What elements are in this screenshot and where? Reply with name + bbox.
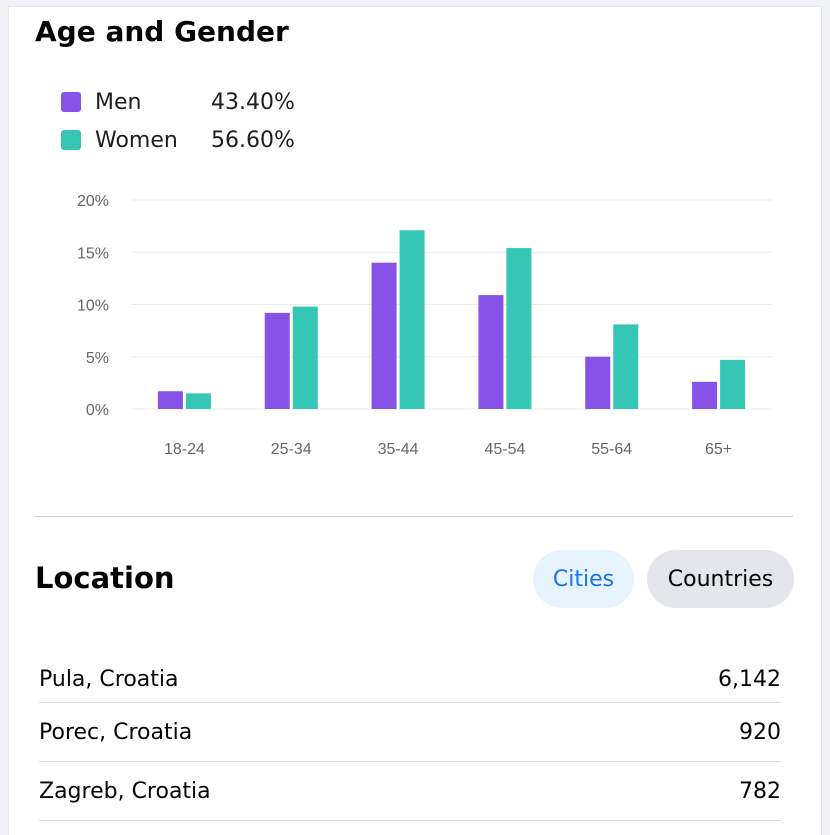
location-row: Zagreb, Croatia 782 xyxy=(39,762,781,821)
bar-men-55-64 xyxy=(585,356,611,409)
audience-card: Age and Gender Men 43.40% Women 56.60% 2… xyxy=(8,6,822,835)
legend-item-men: Men 43.40% xyxy=(61,83,295,121)
x-tick-label: 65+ xyxy=(705,441,732,458)
countries-tab-button[interactable]: Countries xyxy=(647,550,794,608)
location-count: 920 xyxy=(739,719,781,745)
y-tick-label: 15% xyxy=(77,245,109,262)
y-tick-label: 10% xyxy=(77,298,109,315)
bar-women-65+ xyxy=(720,359,746,409)
legend-label-men: Men xyxy=(95,89,142,115)
y-tick-label: 20% xyxy=(77,193,109,210)
bar-women-35-44 xyxy=(399,230,425,409)
x-tick-label: 18-24 xyxy=(164,441,205,458)
age-gender-title: Age and Gender xyxy=(35,15,289,48)
location-list: Pula, Croatia 6,142 Porec, Croatia 920 Z… xyxy=(39,655,781,821)
x-tick-label: 45-54 xyxy=(484,441,525,458)
bar-men-45-54 xyxy=(478,295,504,409)
x-tick-label: 35-44 xyxy=(378,441,419,458)
section-divider xyxy=(35,516,793,517)
gender-legend: Men 43.40% Women 56.60% xyxy=(61,83,295,159)
legend-item-women: Women 56.60% xyxy=(61,121,295,159)
y-tick-label: 5% xyxy=(86,350,109,367)
legend-value-men: 43.40% xyxy=(211,89,295,115)
bar-women-18-24 xyxy=(185,393,211,409)
bar-men-25-34 xyxy=(264,312,290,409)
location-count: 6,142 xyxy=(718,667,781,692)
location-row: Pula, Croatia 6,142 xyxy=(39,655,781,703)
bar-men-35-44 xyxy=(371,262,397,409)
cities-tab-button[interactable]: Cities xyxy=(533,550,634,608)
bar-women-45-54 xyxy=(506,248,532,409)
location-title: Location xyxy=(35,561,175,595)
bar-women-25-34 xyxy=(292,306,318,409)
men-swatch xyxy=(61,92,81,112)
x-tick-label: 25-34 xyxy=(271,441,312,458)
location-row: Porec, Croatia 920 xyxy=(39,703,781,762)
bar-men-18-24 xyxy=(157,391,183,409)
women-swatch xyxy=(61,130,81,150)
location-name: Pula, Croatia xyxy=(39,667,179,692)
y-tick-label: 0% xyxy=(86,402,109,419)
bar-men-65+ xyxy=(692,381,718,409)
legend-value-women: 56.60% xyxy=(211,127,295,153)
location-name: Porec, Croatia xyxy=(39,719,193,745)
legend-label-women: Women xyxy=(95,127,178,153)
age-gender-bar-chart: 20% 15% 10% 5% 0% 18-24 25-34 35-44 45-54 55-64 65… xyxy=(77,193,772,458)
location-count: 782 xyxy=(739,778,781,804)
x-tick-label: 55-64 xyxy=(591,441,632,458)
bar-women-55-64 xyxy=(613,324,639,409)
location-name: Zagreb, Croatia xyxy=(39,778,211,804)
